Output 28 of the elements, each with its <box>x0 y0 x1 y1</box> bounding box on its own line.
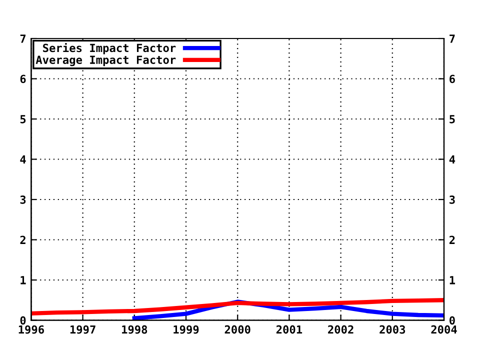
legend-label: Series Impact Factor <box>43 42 176 54</box>
x-tick-label: 1999 <box>174 325 199 334</box>
y2-tick-label: 6 <box>450 74 455 84</box>
legend-label: Average Impact Factor <box>36 56 176 66</box>
y-tick-label: 5 <box>20 115 26 124</box>
y2-tick-label: 1 <box>450 276 456 284</box>
line-series <box>31 298 444 316</box>
x-tick-label: 2001 <box>276 325 302 334</box>
x-tick-label: 2003 <box>380 325 406 334</box>
y-tick-label: 6 <box>20 74 26 84</box>
y2-tick-label: 3 <box>450 195 455 204</box>
y-tick-label: 1 <box>20 276 26 284</box>
y-tick-label: 2 <box>20 236 26 244</box>
x-tick-label: 1997 <box>70 325 96 334</box>
y2-tick-label: 0 <box>450 316 455 325</box>
y2-tick-label: 2 <box>449 236 455 244</box>
x-tick-label: 2004 <box>431 325 457 334</box>
x-tick-label: 1998 <box>122 325 148 334</box>
x-tick-label: 2002 <box>328 325 354 334</box>
y-tick-label: 0 <box>20 316 26 325</box>
x-tick-label: 2000 <box>224 325 250 334</box>
y-tick-label: 4 <box>20 155 26 164</box>
y2-tick-label: 7 <box>450 34 455 43</box>
y-tick-label: 3 <box>20 195 26 204</box>
y-tick-label: 7 <box>20 34 26 43</box>
y2-tick-label: 4 <box>449 155 456 164</box>
x-tick-label: 1996 <box>18 325 44 334</box>
y2-tick-label: 5 <box>450 115 455 124</box>
